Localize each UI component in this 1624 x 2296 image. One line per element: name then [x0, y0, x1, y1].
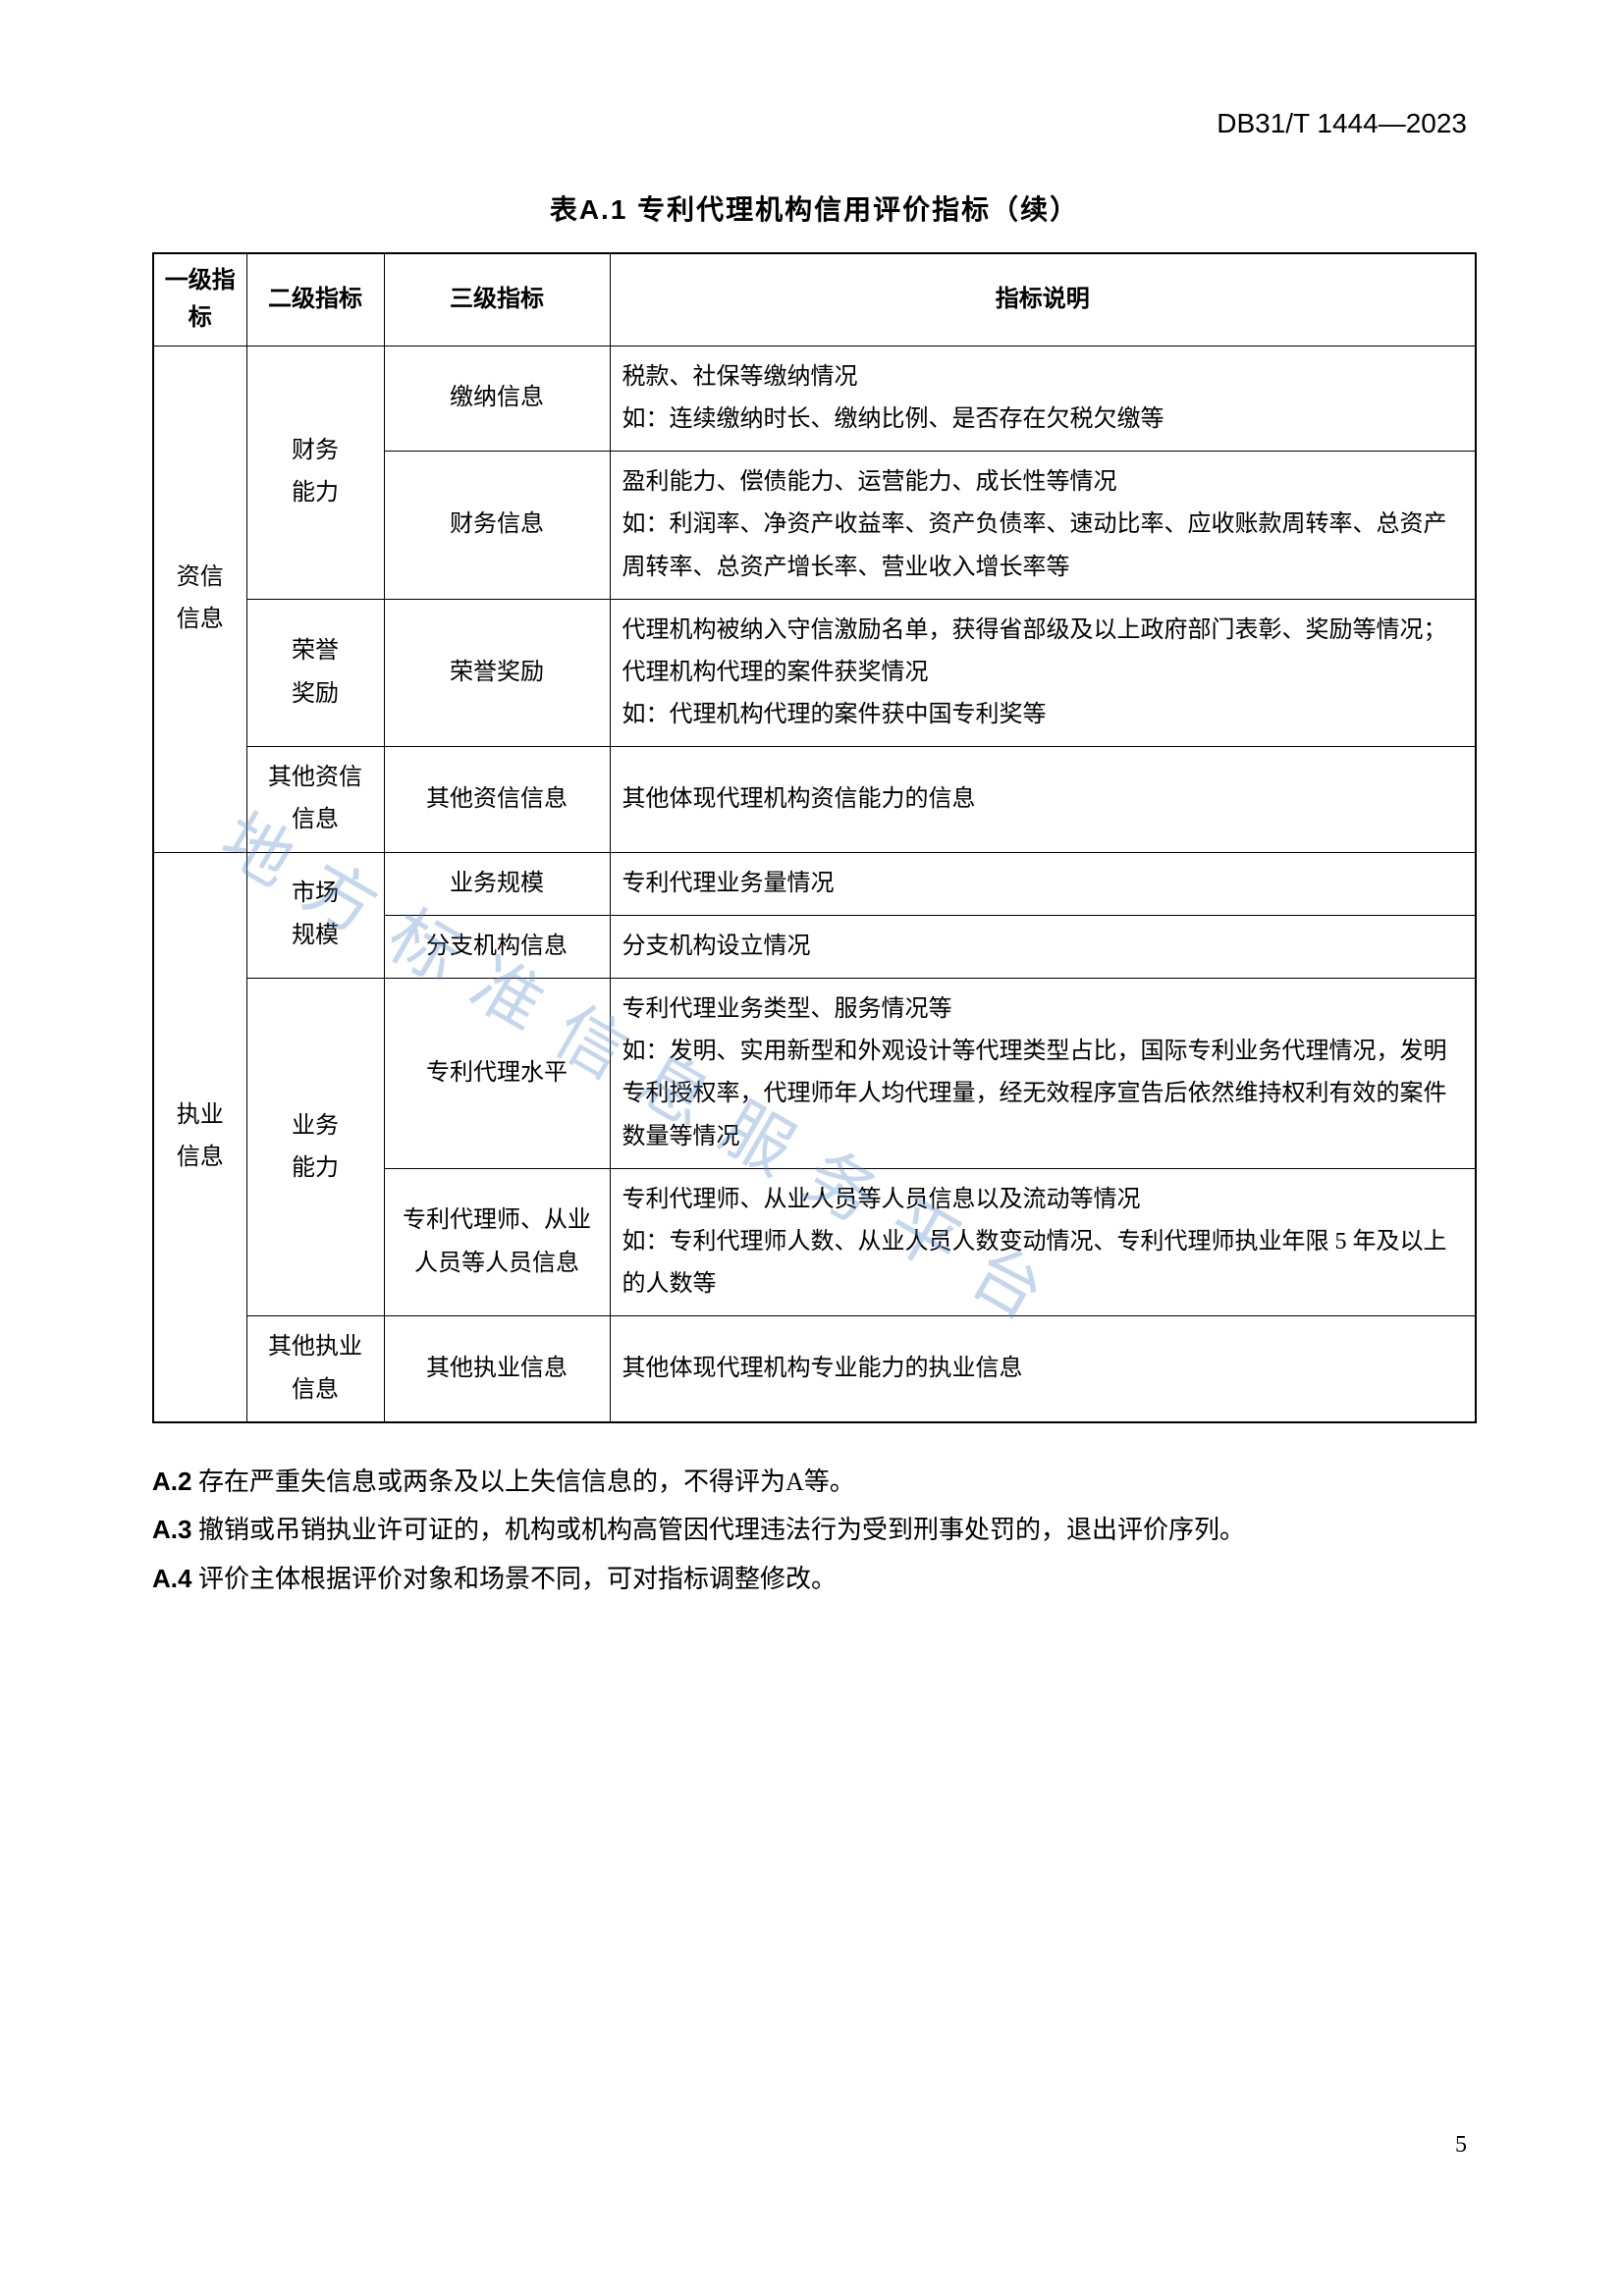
- note-label: A.3: [152, 1515, 191, 1544]
- header-desc: 指标说明: [610, 253, 1476, 346]
- header-l1: 一级指标: [153, 253, 246, 346]
- notes-section: A.2 存在严重失信息或两条及以上失信信息的，不得评为A等。A.3 撤销或吊销执…: [152, 1458, 1477, 1603]
- header-l3: 三级指标: [384, 253, 610, 346]
- table-row: 荣誉奖励荣誉奖励代理机构被纳入守信激励名单，获得省部级及以上政府部门表彰、奖励等…: [153, 599, 1476, 747]
- page-number: 5: [1455, 2132, 1467, 2159]
- cell-desc: 专利代理业务类型、服务情况等如：发明、实用新型和外观设计等代理类型占比，国际专利…: [610, 979, 1476, 1169]
- note-text: 存在严重失信息或两条及以上失信信息的，不得评为A等。: [191, 1468, 854, 1496]
- cell-l3: 专利代理水平: [384, 979, 610, 1169]
- table-header-row: 一级指标 二级指标 三级指标 指标说明: [153, 253, 1476, 346]
- cell-l3: 荣誉奖励: [384, 599, 610, 747]
- note-line: A.2 存在严重失信息或两条及以上失信信息的，不得评为A等。: [152, 1458, 1477, 1506]
- table-row: 业务能力专利代理水平专利代理业务类型、服务情况等如：发明、实用新型和外观设计等代…: [153, 979, 1476, 1169]
- cell-desc: 其他体现代理机构专业能力的执业信息: [610, 1316, 1476, 1422]
- cell-l3: 其他资信信息: [384, 747, 610, 852]
- cell-l2: 财务能力: [246, 346, 384, 599]
- cell-desc: 分支机构设立情况: [610, 915, 1476, 978]
- cell-l3: 业务规模: [384, 852, 610, 915]
- cell-l2: 业务能力: [246, 979, 384, 1316]
- cell-desc: 盈利能力、偿债能力、运营能力、成长性等情况如：利润率、净资产收益率、资产负债率、…: [610, 452, 1476, 600]
- page-container: DB31/T 1444—2023 表A.1 专利代理机构信用评价指标（续） 一级…: [0, 0, 1624, 1603]
- cell-desc: 专利代理师、从业人员等人员信息以及流动等情况如：专利代理师人数、从业人员人数变动…: [610, 1168, 1476, 1316]
- indicator-table: 一级指标 二级指标 三级指标 指标说明 资信信息财务能力缴纳信息税款、社保等缴纳…: [152, 252, 1477, 1423]
- note-label: A.4: [152, 1564, 191, 1593]
- note-line: A.4 评价主体根据评价对象和场景不同，可对指标调整修改。: [152, 1555, 1477, 1603]
- cell-l3: 分支机构信息: [384, 915, 610, 978]
- cell-desc: 税款、社保等缴纳情况如：连续缴纳时长、缴纳比例、是否存在欠税欠缴等: [610, 346, 1476, 451]
- cell-desc: 其他体现代理机构资信能力的信息: [610, 747, 1476, 852]
- cell-desc: 代理机构被纳入守信激励名单，获得省部级及以上政府部门表彰、奖励等情况；代理机构代…: [610, 599, 1476, 747]
- note-line: A.3 撤销或吊销执业许可证的，机构或机构高管因代理违法行为受到刑事处罚的，退出…: [152, 1506, 1477, 1554]
- cell-l2: 其他资信信息: [246, 747, 384, 852]
- table-row: 其他资信信息其他资信信息其他体现代理机构资信能力的信息: [153, 747, 1476, 852]
- cell-l3: 财务信息: [384, 452, 610, 600]
- cell-l1: 资信信息: [153, 346, 246, 852]
- note-label: A.2: [152, 1467, 191, 1496]
- cell-l1: 执业信息: [153, 852, 246, 1422]
- cell-desc: 专利代理业务量情况: [610, 852, 1476, 915]
- cell-l2: 市场规模: [246, 852, 384, 978]
- table-row: 其他执业信息其他执业信息其他体现代理机构专业能力的执业信息: [153, 1316, 1476, 1422]
- cell-l3: 专利代理师、从业人员等人员信息: [384, 1168, 610, 1316]
- cell-l3: 缴纳信息: [384, 346, 610, 451]
- table-row: 资信信息财务能力缴纳信息税款、社保等缴纳情况如：连续缴纳时长、缴纳比例、是否存在…: [153, 346, 1476, 451]
- document-id: DB31/T 1444—2023: [152, 108, 1477, 139]
- cell-l2: 其他执业信息: [246, 1316, 384, 1422]
- note-text: 撤销或吊销执业许可证的，机构或机构高管因代理违法行为受到刑事处罚的，退出评价序列…: [191, 1516, 1245, 1544]
- header-l2: 二级指标: [246, 253, 384, 346]
- cell-l3: 其他执业信息: [384, 1316, 610, 1422]
- table-caption: 表A.1 专利代理机构信用评价指标（续）: [152, 188, 1477, 228]
- cell-l2: 荣誉奖励: [246, 599, 384, 747]
- note-text: 评价主体根据评价对象和场景不同，可对指标调整修改。: [191, 1565, 837, 1593]
- table-row: 执业信息市场规模业务规模专利代理业务量情况: [153, 852, 1476, 915]
